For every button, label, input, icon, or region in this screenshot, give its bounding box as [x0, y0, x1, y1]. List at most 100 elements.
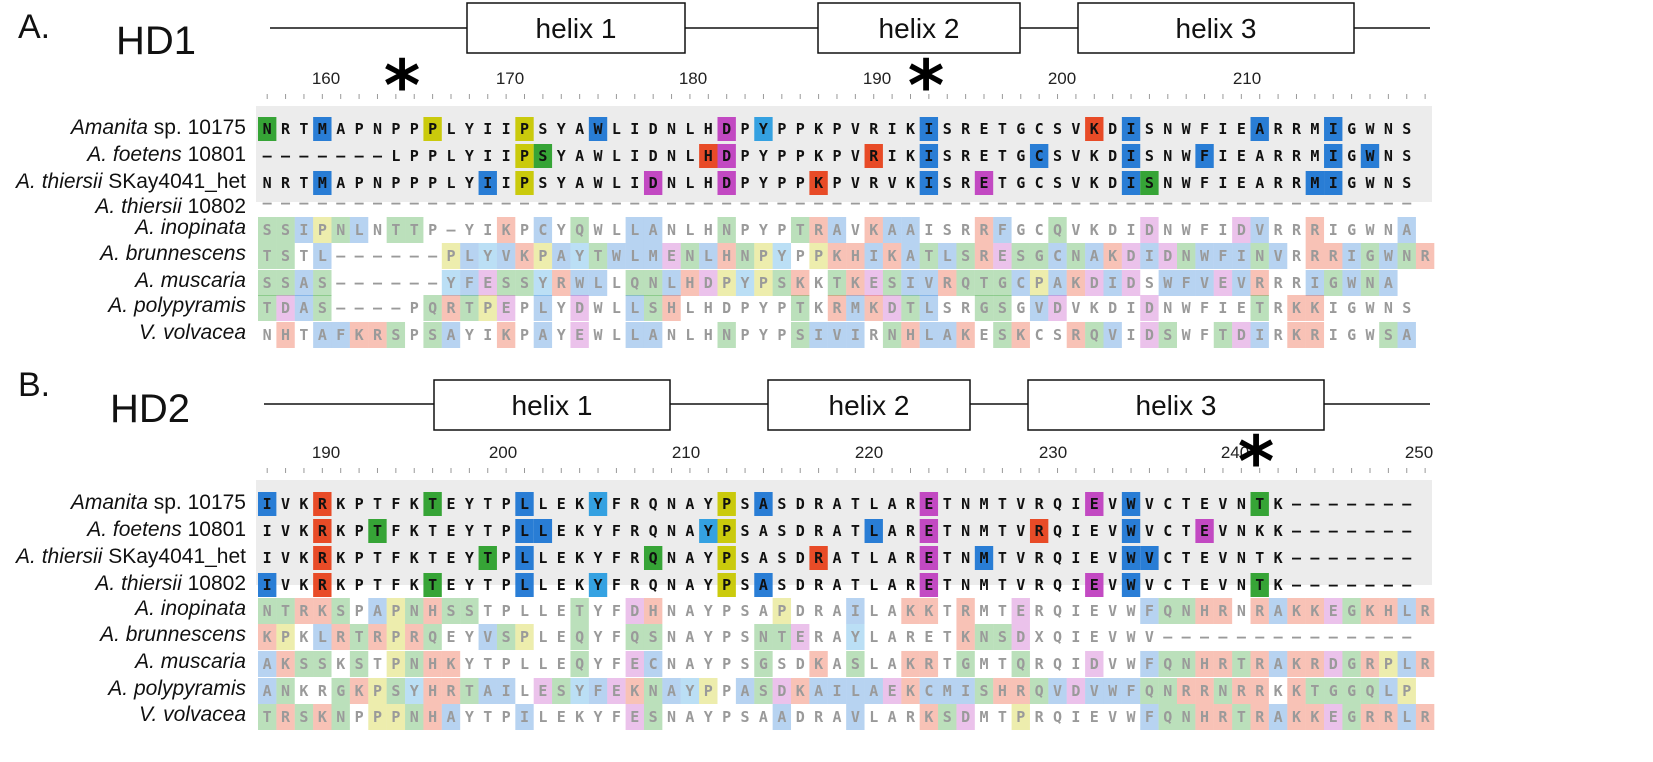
residue-cell: E	[557, 549, 566, 567]
residue-cell: –	[336, 274, 346, 292]
residue-letter: H	[704, 147, 713, 165]
species-label: V. volvacea	[139, 703, 246, 726]
residue-cell: T	[998, 522, 1007, 540]
residue-cell: R	[906, 549, 916, 567]
residue-shade	[919, 651, 939, 677]
residue-cell: T	[998, 576, 1007, 594]
residue-letter: R	[318, 682, 328, 700]
residue-letter: E	[502, 299, 511, 317]
residue-shade	[460, 270, 479, 296]
residue-cell: N	[667, 495, 676, 513]
residue-letter: E	[979, 120, 988, 138]
residue-letter: L	[685, 221, 694, 239]
residue-letter: G	[1347, 708, 1356, 726]
residue-shade	[754, 678, 773, 704]
residue-cell: T	[998, 495, 1007, 513]
residue-cell: P	[410, 147, 419, 165]
residue-cell: H	[704, 326, 713, 344]
residue-cell: V	[1108, 655, 1117, 673]
residue-letter: R	[1365, 708, 1375, 726]
residue-cell: L	[625, 322, 644, 348]
residue-letter: S	[741, 549, 750, 567]
residue-shade	[956, 651, 975, 677]
residue-cell: N	[1177, 704, 1196, 730]
residue-cell: V	[827, 322, 847, 348]
residue-letter: T	[998, 655, 1007, 673]
residue-letter: K	[1310, 602, 1319, 620]
residue-shade	[515, 573, 534, 597]
residue-shade	[607, 678, 626, 704]
residue-cell: P	[313, 217, 332, 243]
residue-letter: P	[428, 174, 437, 192]
residue-cell: S	[1053, 120, 1062, 138]
residue-letter: Q	[1090, 326, 1099, 344]
residue-shade	[956, 678, 975, 704]
residue-letter: Q	[1035, 682, 1044, 700]
residue-cell: F	[1140, 598, 1159, 624]
residue-letter: –	[1237, 628, 1247, 646]
residue-cell: Y	[759, 174, 768, 192]
residue-letter: R	[1421, 708, 1431, 726]
residue-cell: V	[1108, 522, 1117, 540]
residue-letter: F	[465, 274, 474, 292]
residue-cell: –	[1218, 194, 1228, 212]
residue-cell: H	[993, 678, 1012, 704]
residue-cell: K	[410, 576, 419, 594]
residue-cell: L	[919, 295, 939, 321]
residue-letter: A	[888, 221, 897, 239]
residue-letter: A	[483, 682, 492, 700]
residue-shade	[827, 295, 847, 321]
residue-cell: R	[809, 546, 828, 570]
residue-cell: K	[814, 147, 823, 165]
residue-cell: S	[1402, 147, 1411, 165]
residue-letter: E	[557, 549, 566, 567]
residue-shade	[827, 217, 847, 243]
residue-letter: P	[777, 221, 786, 239]
residue-letter: I	[1237, 247, 1246, 265]
species-label: A. thiersii 10802	[93, 195, 246, 218]
residue-shade	[643, 546, 663, 570]
residue-cell: A	[759, 708, 768, 726]
residue-letter: T	[299, 247, 308, 265]
residue-shade	[588, 243, 608, 269]
residue-letter: K	[1274, 549, 1283, 567]
residue-letter: V	[1200, 274, 1209, 292]
residue-letter: N	[667, 495, 676, 513]
residue-letter: T	[483, 708, 492, 726]
residue-letter: I	[1071, 602, 1080, 620]
residue-shade	[1324, 704, 1343, 730]
residue-cell: D	[1121, 243, 1141, 269]
residue-cell: –	[391, 247, 401, 265]
residue-letter: S	[465, 602, 474, 620]
residue-shade	[313, 243, 332, 269]
residue-cell: –	[391, 299, 401, 317]
residue-letter: –	[906, 194, 916, 212]
residue-letter: T	[832, 274, 841, 292]
residue-cell: V	[1071, 147, 1080, 165]
residue-letter: R	[814, 628, 824, 646]
residue-cell: V	[1218, 549, 1227, 567]
residue-shade	[441, 678, 461, 704]
residue-shade	[901, 217, 920, 243]
residue-letter: N	[263, 174, 272, 192]
residue-letter: I	[851, 602, 860, 620]
residue-cell: Y	[588, 573, 608, 597]
residue-letter: –	[1347, 495, 1357, 513]
residue-shade	[974, 295, 994, 321]
residue-cell: P	[478, 295, 497, 321]
residue-letter: N	[1384, 147, 1393, 165]
residue-letter: –	[1384, 549, 1394, 567]
residue-letter: A	[759, 549, 768, 567]
residue-cell: –	[557, 194, 567, 212]
residue-letter: V	[1035, 299, 1044, 317]
residue-cell: T	[943, 495, 952, 513]
residue-cell: K	[1255, 522, 1264, 540]
residue-letter: D	[796, 576, 805, 594]
residue-cell: L	[612, 221, 621, 239]
residue-cell: T	[1250, 573, 1269, 597]
residue-shade	[294, 270, 314, 296]
residue-shade	[993, 243, 1012, 269]
residue-letter: R	[1310, 221, 1320, 239]
residue-cell: C	[1163, 576, 1172, 594]
residue-letter: K	[575, 708, 584, 726]
